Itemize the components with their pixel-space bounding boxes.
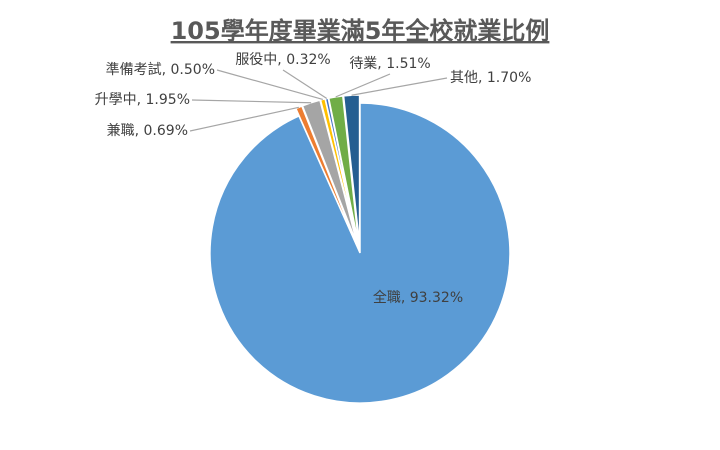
data-label: 全職, 93.32% [373, 289, 463, 306]
data-label: 準備考試, 0.50% [106, 62, 215, 78]
data-label: 其他, 1.70% [450, 70, 531, 86]
pie-slice [327, 95, 360, 246]
data-label: 服役中, 0.32% [235, 52, 330, 68]
leader-line [189, 106, 299, 132]
chart-title: 105學年度畢業滿5年全校就業比例 [171, 17, 550, 45]
leader-line [191, 99, 312, 104]
data-label: 兼職, 0.69% [107, 123, 188, 139]
leader-line [216, 69, 323, 101]
leader-line [282, 69, 328, 100]
data-label: 待業, 1.51% [349, 56, 430, 72]
pie-slice [209, 102, 511, 404]
leader-line [351, 77, 448, 96]
leader-line [335, 73, 391, 98]
data-label: 升學中, 1.95% [95, 92, 190, 108]
